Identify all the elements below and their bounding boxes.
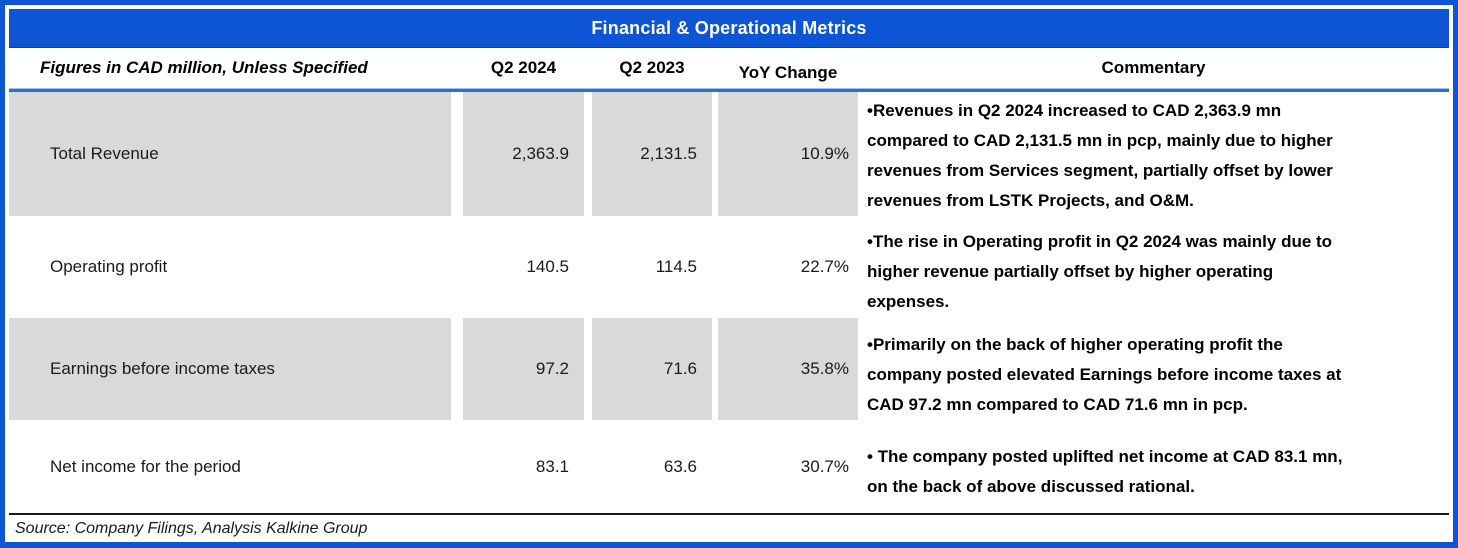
header-q2-2024: Q2 2024 [490, 58, 557, 77]
header-divider-rule [9, 88, 1449, 92]
page-title: Financial & Operational Metrics [591, 17, 867, 38]
commentary-text: •Revenues in Q2 2024 increased to CAD 2,… [867, 101, 1333, 210]
commentary-text: • The company posted uplifted net income… [867, 447, 1343, 496]
table-row-total-revenue: Total Revenue 2,363.9 2,131.5 10.9% •Rev… [9, 92, 1449, 216]
commentary-text: •The rise in Operating profit in Q2 2024… [867, 232, 1333, 311]
table-title-banner: Financial & Operational Metrics [9, 9, 1449, 48]
column-gap [451, 420, 463, 513]
table-header-row: Figures in CAD million, Unless Specified… [9, 48, 1449, 88]
value-q2-2024: 140.5 [526, 256, 569, 276]
commentary-text: •Primarily on the back of higher operati… [867, 335, 1342, 414]
source-attribution: Source: Company Filings, Analysis Kalkin… [15, 520, 368, 537]
value-q2-2023: 63.6 [663, 456, 697, 476]
value-q2-2024: 2,363.9 [463, 92, 584, 216]
metric-label: Total Revenue [9, 92, 451, 216]
source-row: Source: Company Filings, Analysis Kalkin… [9, 515, 1449, 542]
value-yoy-change: 22.7% [800, 256, 849, 276]
column-gap [584, 215, 592, 318]
metric-label: Net income for the period [50, 456, 241, 476]
value-q2-2024: 83.1 [535, 456, 569, 476]
header-q2-2023: Q2 2023 [619, 58, 685, 77]
value-yoy-change: 10.9% [718, 92, 858, 216]
header-yoy-change: YoY Change [738, 62, 838, 82]
column-gap [584, 92, 592, 216]
value-q2-2024: 97.2 [463, 318, 584, 420]
value-q2-2023: 2,131.5 [592, 92, 712, 216]
value-yoy-change: 30.7% [800, 456, 849, 476]
column-gap [451, 318, 463, 420]
source-divider-rule [9, 513, 1449, 515]
metric-label: Earnings before income taxes [9, 318, 451, 420]
table-row-net-income: Net income for the period 83.1 63.6 30.7… [9, 420, 1449, 513]
header-commentary: Commentary [1101, 58, 1206, 77]
column-gap [584, 318, 592, 420]
value-q2-2023: 71.6 [592, 318, 712, 420]
table-row-operating-profit: Operating profit 140.5 114.5 22.7% •The … [9, 215, 1449, 318]
column-gap [584, 420, 592, 513]
column-gap [451, 215, 463, 318]
value-q2-2023: 114.5 [655, 256, 697, 276]
table-row-earnings-before-taxes: Earnings before income taxes 97.2 71.6 3… [9, 318, 1449, 420]
value-yoy-change: 35.8% [718, 318, 858, 420]
metric-label: Operating profit [50, 256, 168, 276]
column-gap [451, 92, 463, 216]
header-units-note: Figures in CAD million, Unless Specified [40, 58, 368, 77]
